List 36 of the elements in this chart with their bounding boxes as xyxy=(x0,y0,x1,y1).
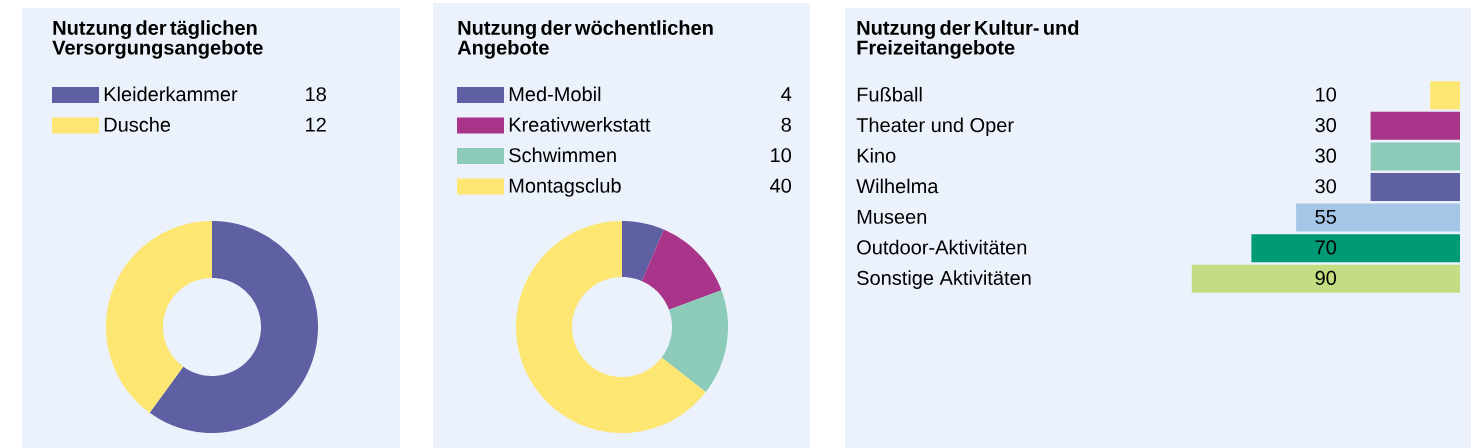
data-label: 10 xyxy=(1316,87,1337,102)
y-tick-label: Sonstige Aktivitäten xyxy=(857,270,1031,289)
data-label: 18 xyxy=(306,87,326,102)
data-label: 10 xyxy=(771,148,792,163)
legend-label: Dusche xyxy=(104,117,171,132)
bar xyxy=(1370,173,1461,201)
y-tick-label: Theater und Oper xyxy=(856,117,1014,137)
bar xyxy=(1296,203,1461,232)
chart-title: Nutzung der wöchentlichen Angebote xyxy=(457,20,713,59)
y-tick-label: Museen xyxy=(857,209,927,224)
data-label: 30 xyxy=(1315,118,1337,133)
data-label: 12 xyxy=(306,117,326,132)
legend-label: Med-Mobil xyxy=(509,86,601,102)
data-label: 4 xyxy=(781,87,792,102)
y-tick-label: Outdoor-Aktivitäten xyxy=(857,239,1027,255)
bar xyxy=(1430,81,1461,110)
text: Nutzung der Kultur- und Freizeitangebote xyxy=(857,20,1079,59)
y-tick-label: Wilhelma xyxy=(856,178,939,194)
data-label: 8 xyxy=(781,117,791,132)
legend-label: Montagsclub xyxy=(509,178,621,197)
data-label: 90 xyxy=(1315,270,1337,285)
bar xyxy=(1251,234,1461,263)
legend-label: Kreativwerkstatt xyxy=(509,117,651,132)
legend-label: Schwimmen xyxy=(509,147,616,163)
data-label: 70 xyxy=(1315,240,1337,255)
bar xyxy=(1191,264,1461,293)
chart-title: Nutzung der täglichen Versorgungsangebote xyxy=(52,20,263,59)
y-tick-label: Kino xyxy=(857,148,896,163)
legend-label: Kleiderkammer xyxy=(104,86,238,102)
data-label: 40 xyxy=(770,178,792,193)
y-tick-label: Fußball xyxy=(857,86,922,102)
data-label: 30 xyxy=(1315,179,1337,194)
bar xyxy=(1370,142,1461,171)
data-label: 30 xyxy=(1315,148,1337,163)
data-label: 55 xyxy=(1315,209,1336,224)
bar xyxy=(1370,111,1461,140)
